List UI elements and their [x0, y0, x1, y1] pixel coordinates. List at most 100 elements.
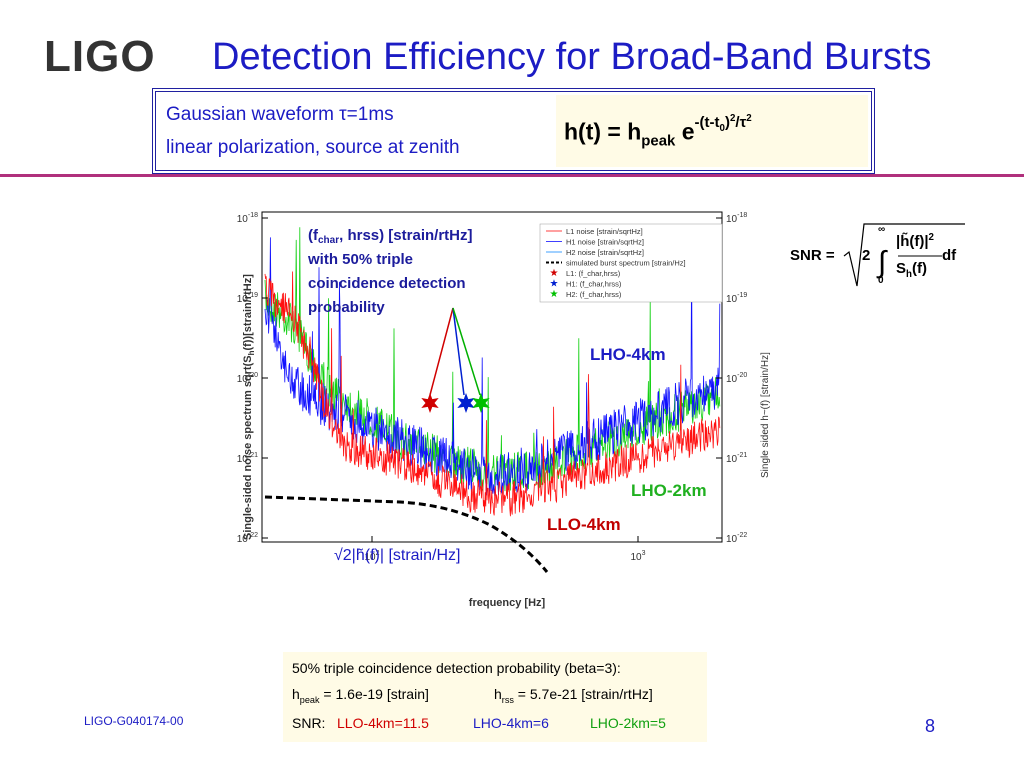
annotation: with 50% triple — [307, 251, 413, 268]
tick-label: 10-22 — [726, 532, 747, 545]
formula-sub: 0 — [719, 123, 725, 134]
annotation-part: , hrss) [strain/rtHz] — [339, 227, 472, 244]
snr-sub: h — [906, 269, 912, 280]
legend-text: H1 noise [strain/sqrtHz] — [566, 238, 644, 247]
formula-text: e — [681, 118, 695, 145]
results-line: 50% triple coincidence detection probabi… — [292, 660, 621, 676]
tick-exp: 2 — [376, 550, 380, 557]
formula-panel: h(t) = hpeak e-(t-t0)2/τ2 — [556, 95, 868, 167]
tick-exp: -20 — [737, 372, 747, 379]
burst-spectrum — [264, 495, 549, 573]
results-sub: peak — [299, 694, 320, 705]
legend-box — [539, 223, 723, 303]
label-sub: h — [247, 350, 256, 355]
tick-base: 10 — [364, 552, 376, 563]
integral-sign: ∫ — [876, 246, 888, 279]
legend-star: ★ — [550, 279, 559, 290]
annotation: (fchar, hrss) [strain/rtHz] — [308, 227, 472, 246]
tick-base: 10 — [726, 454, 738, 465]
formula: h(t) = hpeak e-(t-t0)2/τ2 — [564, 113, 752, 150]
y2-axis-label: Single sided h~(f) [strain/Hz] — [760, 352, 771, 478]
legend-text: H2: (f_char,hrss) — [566, 290, 622, 299]
waveform-line: Gaussian waveform τ=1ms — [166, 104, 394, 125]
page-number: 8 — [925, 716, 936, 736]
snr-denominator: Sh(f) — [896, 260, 927, 280]
results-line: hpeak = 1.6e-19 [strain] — [292, 686, 429, 705]
tick-base: 10 — [726, 214, 738, 225]
tick-base: 10 — [237, 294, 249, 305]
label-part: (f))[strain/rtHz] — [242, 274, 254, 351]
tick-base: 10 — [237, 534, 249, 545]
tick-exp: -21 — [737, 452, 747, 459]
curves — [264, 227, 721, 573]
tick-exp: -19 — [248, 292, 258, 299]
label-part: Single-sided noise spectrum sqrt(S — [242, 355, 254, 540]
star-marker — [421, 393, 439, 413]
tick-exp: 3 — [642, 550, 646, 557]
tick-exp: -22 — [248, 532, 258, 539]
formula-exp: -(t-t0)2/τ2 — [695, 113, 752, 134]
snr-text: S — [896, 260, 907, 277]
results-text: LHO-2km=5 — [590, 715, 666, 731]
results-text: = 1.6e-19 [strain] — [319, 686, 429, 702]
logo: LIGO — [44, 32, 156, 81]
tick-base: 10 — [726, 534, 738, 545]
plot-frame — [261, 211, 723, 543]
legend-text: L1: (f_char,hrss) — [566, 269, 621, 278]
annotation: probability — [308, 299, 385, 316]
snr-limit: ∞ — [878, 224, 886, 235]
slide-title: Detection Efficiency for Broad-Band Burs… — [212, 36, 932, 78]
tick-base: 10 — [726, 374, 738, 385]
results-text: h — [292, 686, 300, 702]
formula-text: h(t) = h — [564, 118, 642, 145]
curve-label: LLO-4km — [547, 515, 621, 534]
header-rule — [0, 174, 1024, 177]
results-text: SNR: — [292, 715, 326, 731]
tick-exp: -22 — [737, 532, 747, 539]
tick-label: 10-18 — [726, 212, 747, 225]
waveform-line: linear polarization, source at zenith — [166, 137, 460, 158]
formula-sup: 2 — [746, 113, 752, 124]
tick-exp: -18 — [737, 212, 747, 219]
sqrt-sign: ∫ — [843, 223, 965, 287]
legend-star: ★ — [550, 268, 559, 279]
snr-text: 2 — [862, 247, 871, 264]
tick-label: 10-20 — [237, 372, 258, 385]
x-axis-label: frequency [Hz] — [469, 597, 546, 609]
snr-limit: 0 — [878, 275, 884, 286]
curve-label: LHO-4km — [590, 345, 666, 364]
tick-exp: -18 — [248, 212, 258, 219]
legend-text: simulated burst spectrum [strain/Hz] — [566, 259, 686, 268]
snr-numerator: |h̃(f)|2 — [896, 232, 934, 250]
tick-exp: -19 — [737, 292, 747, 299]
snr-text: SNR = — [790, 247, 835, 264]
tick-label: 102 — [364, 550, 379, 563]
tick-label: 10-19 — [237, 292, 258, 305]
results-text: LLO-4km=11.5 — [337, 715, 429, 731]
tick-label: 10-19 — [726, 292, 747, 305]
stars — [421, 393, 490, 413]
tick-exp: -20 — [248, 372, 258, 379]
tick-base: 10 — [237, 454, 249, 465]
tick-label: 10-18 — [237, 212, 258, 225]
snr-text: df — [942, 247, 957, 264]
formula-text: ) — [724, 114, 730, 131]
tick-base: 10 — [726, 294, 738, 305]
tick-base: 10 — [630, 552, 642, 563]
formula-sub: peak — [641, 132, 676, 150]
curve-label: LHO-2km — [631, 481, 707, 500]
waveform-box: Gaussian waveform τ=1ms linear polarizat… — [152, 88, 875, 174]
snr-text: (f) — [911, 260, 927, 277]
tick-base: 10 — [237, 214, 249, 225]
star-marker — [457, 393, 475, 413]
legend: L1 noise [strain/sqrtHz] H1 noise [strain… — [546, 227, 686, 300]
legend-text: L1 noise [strain/sqrtHz] — [566, 227, 643, 236]
results-text: h — [494, 686, 502, 702]
legend-text: H2 noise [strain/sqrtHz] — [566, 248, 644, 257]
formula-sup: 2 — [729, 113, 736, 124]
results-box: 50% triple coincidence detection probabi… — [283, 652, 707, 742]
snr-text: |h̃(f)| — [896, 233, 929, 250]
y-axis-label: Single-sided noise spectrum sqrt(Sh(f))[… — [242, 274, 256, 540]
